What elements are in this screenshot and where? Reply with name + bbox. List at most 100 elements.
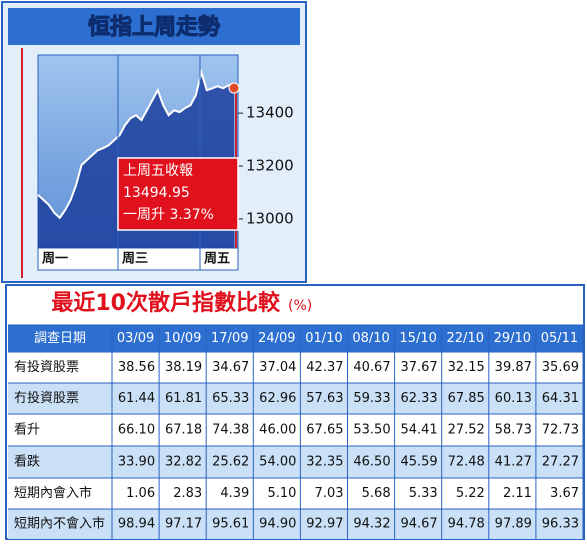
cell: 58.73: [495, 423, 532, 438]
cell: 32.35: [306, 455, 343, 470]
annotation-text: 13494.95: [123, 185, 190, 201]
header-cell: 24/09: [258, 331, 295, 346]
cell: 34.67: [212, 360, 249, 375]
cell: 66.10: [118, 423, 155, 438]
cell: 98.94: [118, 517, 155, 532]
end-point: [228, 82, 240, 94]
cell: 61.81: [165, 391, 202, 406]
x-label: 周五: [204, 252, 230, 267]
table-row: [8, 509, 583, 539]
cell: 27.52: [448, 423, 485, 438]
header-cell: 15/10: [399, 331, 436, 346]
row-label: 看升: [14, 422, 40, 438]
cell: 97.17: [165, 517, 202, 532]
cell: 92.97: [306, 517, 343, 532]
cell: 57.63: [306, 391, 343, 406]
table-row: [8, 325, 583, 352]
row-label: 短期內不會入市: [14, 516, 105, 532]
cell: 74.38: [212, 423, 249, 438]
cell: 94.78: [448, 517, 485, 532]
cell: 46.00: [259, 423, 296, 438]
cell: 54.00: [259, 455, 296, 470]
chart-title: 恒指上周走勢: [88, 14, 220, 40]
table-row: [8, 446, 583, 478]
cell: 60.13: [495, 391, 532, 406]
cell: 94.90: [259, 517, 296, 532]
cell: 38.56: [118, 360, 155, 375]
header-cell: 10/09: [164, 331, 201, 346]
cell: 61.44: [118, 391, 155, 406]
cell: 46.50: [353, 455, 390, 470]
y-tick-label: 13400: [246, 104, 294, 122]
cell: 32.82: [165, 455, 202, 470]
cell: 39.87: [495, 360, 532, 375]
x-label: 周三: [122, 252, 148, 267]
cell: 35.69: [542, 360, 579, 375]
cell: 67.65: [306, 423, 343, 438]
annotation-text: 一周升 3.37%: [123, 207, 214, 223]
annotation-text: 上周五收報: [123, 163, 193, 179]
header-cell: 17/09: [211, 331, 248, 346]
cell: 42.37: [306, 360, 343, 375]
annotation-box: [117, 157, 239, 231]
cell: 2.83: [173, 486, 202, 501]
table-row: [8, 383, 583, 414]
row-label: 有投資股票: [14, 359, 79, 375]
cell: 95.61: [212, 517, 249, 532]
cell: 94.67: [400, 517, 437, 532]
cell: 59.33: [353, 391, 390, 406]
cell: 32.15: [448, 360, 485, 375]
cell: 5.10: [267, 486, 296, 501]
cell: 67.85: [448, 391, 485, 406]
table-row: [8, 414, 583, 446]
cell: 94.32: [353, 517, 390, 532]
cell: 2.11: [503, 486, 532, 501]
cell: 54.41: [400, 423, 437, 438]
cell: 4.39: [220, 486, 249, 501]
header-cell: 08/10: [352, 331, 389, 346]
cell: 7.03: [315, 486, 344, 501]
header-cell: 03/09: [117, 331, 154, 346]
cell: 33.90: [118, 455, 155, 470]
cell: 65.33: [212, 391, 249, 406]
cell: 3.67: [550, 486, 579, 501]
row-label: 看跌: [14, 454, 40, 470]
cell: 37.04: [259, 360, 296, 375]
line: [37, 68, 235, 220]
cell: 1.06: [126, 486, 155, 501]
cell: 72.73: [542, 423, 579, 438]
cell: 40.67: [353, 360, 390, 375]
cell: 72.48: [448, 455, 485, 470]
y-tick-label: 13000: [246, 209, 294, 227]
x-label: 周一: [42, 252, 68, 267]
row-label: 冇投資股票: [14, 390, 79, 406]
cell: 41.27: [495, 455, 532, 470]
header-cell: 22/10: [447, 331, 484, 346]
header-cell: 05/11: [541, 331, 578, 346]
table-row: [8, 478, 583, 509]
table-row: [8, 352, 583, 383]
row-label: 短期內會入市: [14, 485, 92, 501]
cell: 96.33: [542, 517, 579, 532]
cell: 64.31: [542, 391, 579, 406]
header-cell: 29/10: [494, 331, 531, 346]
cell: 97.89: [495, 517, 532, 532]
cell: 25.62: [212, 455, 249, 470]
header-cell: 01/10: [305, 331, 342, 346]
cell: 67.18: [165, 423, 202, 438]
cell: 37.67: [400, 360, 437, 375]
cell: 5.33: [409, 486, 438, 501]
cell: 38.19: [165, 360, 202, 375]
cell: 45.59: [400, 455, 437, 470]
table-title: 最近10次散戶指數比較: [51, 290, 281, 316]
cell: 27.27: [542, 455, 579, 470]
y-tick-label: 13200: [246, 157, 294, 175]
cell: 53.50: [353, 423, 390, 438]
cell: 62.96: [259, 391, 296, 406]
cell: 5.68: [362, 486, 391, 501]
cell: 62.33: [400, 391, 437, 406]
table-unit: (%): [288, 298, 312, 314]
cell: 5.22: [456, 486, 485, 501]
header-cell: 調查日期: [34, 331, 86, 346]
